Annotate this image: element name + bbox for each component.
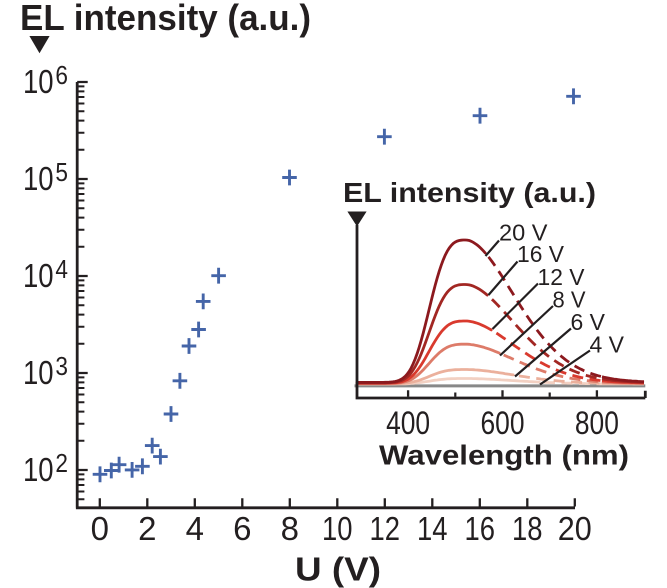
svg-text:10: 10 — [322, 510, 353, 547]
svg-text:600: 600 — [481, 405, 525, 441]
svg-text:4: 4 — [55, 254, 68, 284]
svg-text:800: 800 — [575, 405, 619, 441]
svg-text:14: 14 — [417, 510, 448, 547]
svg-text:6: 6 — [233, 510, 251, 547]
svg-text:5: 5 — [55, 157, 68, 187]
svg-text:4: 4 — [186, 510, 204, 547]
svg-text:18: 18 — [512, 510, 543, 547]
svg-text:10: 10 — [23, 354, 54, 391]
svg-text:10: 10 — [23, 257, 54, 294]
svg-text:2: 2 — [138, 510, 156, 547]
svg-text:12: 12 — [370, 510, 401, 547]
svg-text:400: 400 — [386, 405, 430, 441]
svg-text:EL intensity (a.u.): EL intensity (a.u.) — [20, 0, 311, 38]
svg-text:20 V: 20 V — [499, 220, 548, 246]
svg-text:16: 16 — [465, 510, 496, 547]
svg-text:6 V: 6 V — [571, 309, 606, 335]
svg-text:12 V: 12 V — [538, 264, 586, 290]
svg-text:10: 10 — [23, 160, 54, 197]
svg-text:8 V: 8 V — [553, 287, 587, 313]
svg-text:U (V): U (V) — [295, 551, 381, 588]
svg-text:10: 10 — [23, 451, 54, 488]
svg-text:10: 10 — [23, 63, 54, 100]
svg-text:4 V: 4 V — [590, 332, 625, 358]
svg-text:3: 3 — [55, 351, 68, 381]
svg-text:6: 6 — [55, 60, 68, 90]
svg-text:16 V: 16 V — [517, 241, 565, 267]
svg-text:20: 20 — [558, 510, 592, 547]
svg-text:2: 2 — [55, 448, 68, 478]
svg-text:8: 8 — [281, 510, 299, 547]
svg-text:0: 0 — [91, 510, 109, 547]
svg-text:EL intensity (a.u.): EL intensity (a.u.) — [343, 177, 596, 208]
svg-text:Wavelength (nm): Wavelength (nm) — [379, 440, 629, 471]
